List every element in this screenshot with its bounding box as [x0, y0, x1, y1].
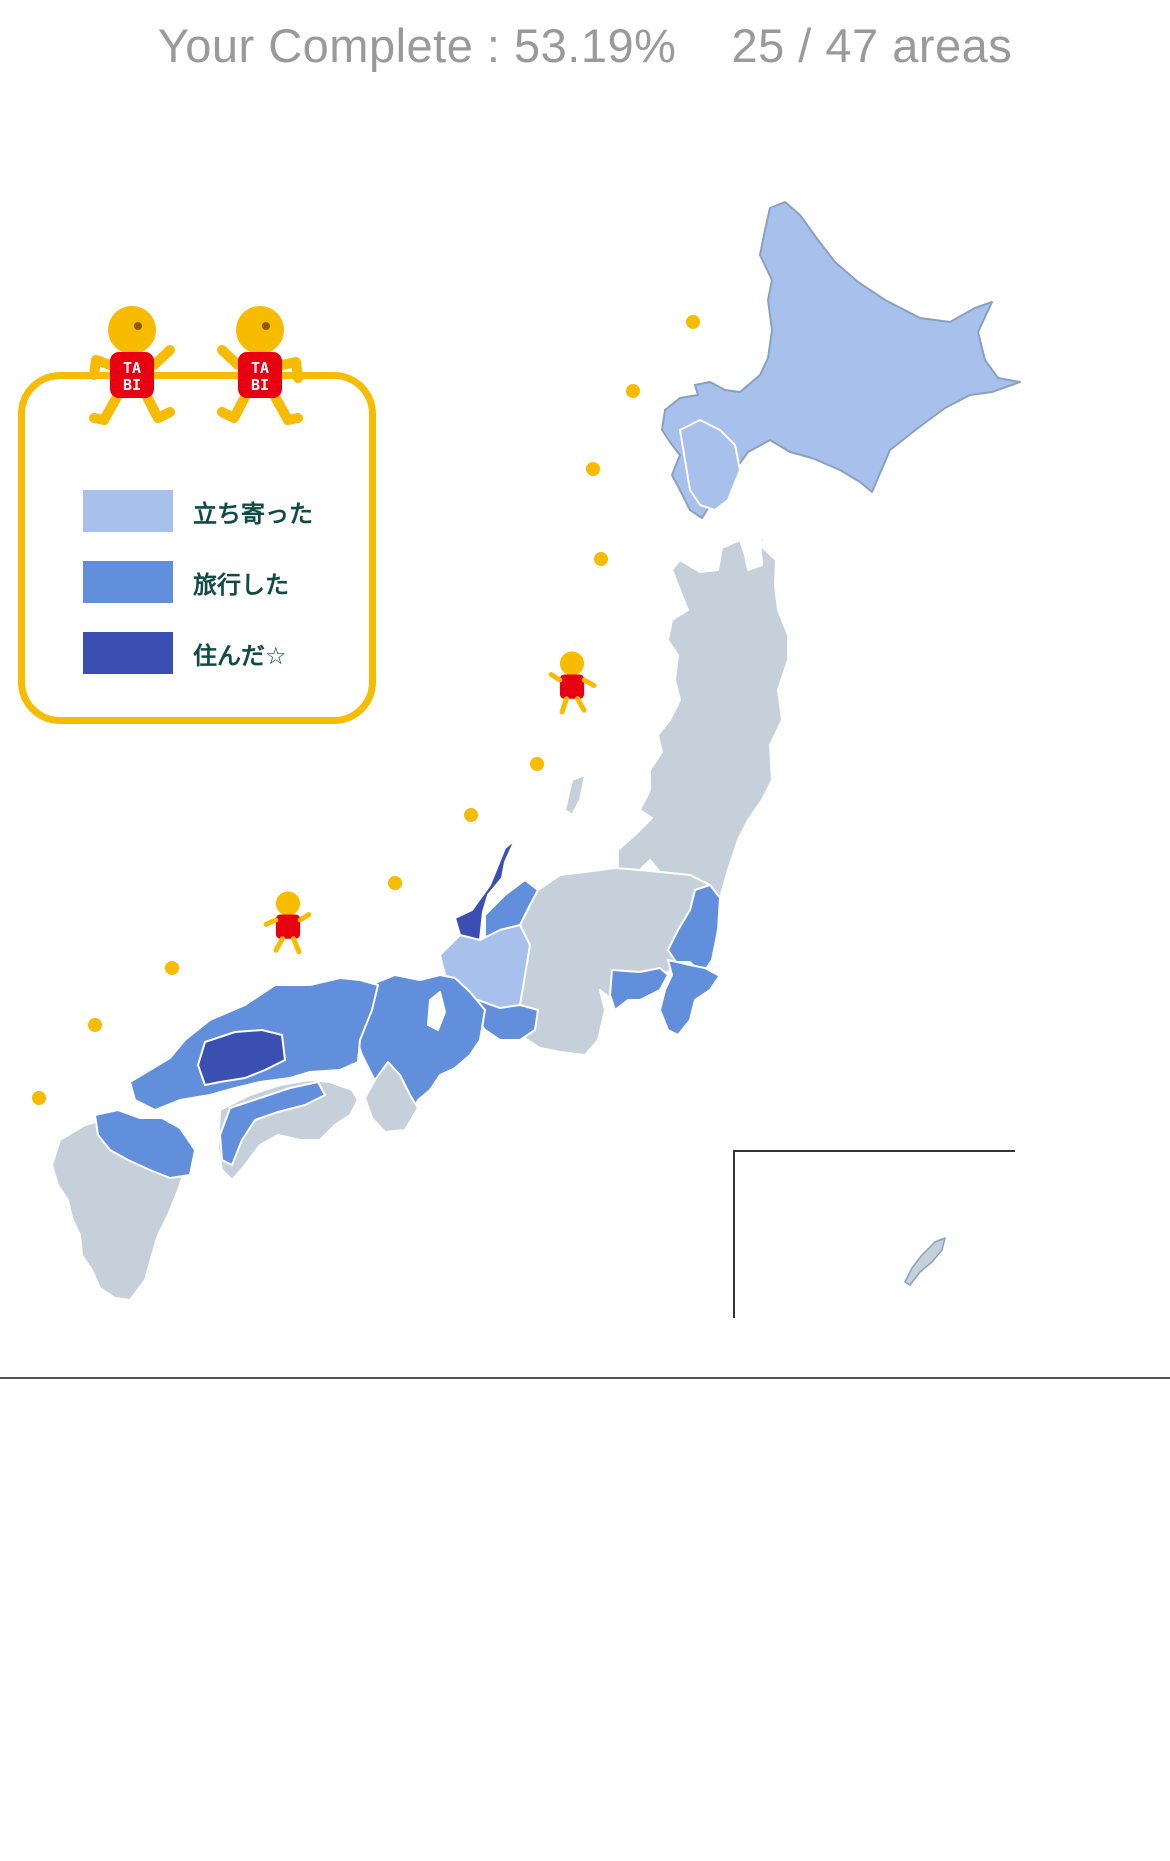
footprint-dot-icon — [388, 876, 402, 890]
tabi-mascot-icon: TA BI — [217, 306, 303, 425]
tabi-mascot-icon: TA BI — [89, 306, 175, 425]
region-ehime-kagawa[interactable] — [219, 1081, 326, 1166]
footprint-dot-icon — [686, 315, 700, 329]
footprint-dot-icon — [626, 384, 640, 398]
footprint-dot-icon — [586, 462, 600, 476]
region-okinawa[interactable] — [904, 1237, 946, 1286]
areas-count-label: 25 / 47 areas — [731, 18, 1013, 72]
footprint-dot-icon — [464, 808, 478, 822]
okinawa-inset-frame — [733, 1150, 1015, 1318]
legend-swatch — [83, 561, 173, 603]
mascot-shirt-text: BI — [251, 376, 269, 394]
bottom-divider — [0, 1377, 1170, 1379]
footprint-dot-icon — [88, 1018, 102, 1032]
region-hokkaido[interactable] — [661, 201, 1021, 519]
legend-swatch — [83, 490, 173, 532]
region-hiroshima[interactable] — [197, 1029, 286, 1086]
region-tohoku[interactable] — [617, 529, 789, 899]
footprint-dots — [32, 315, 700, 1105]
region-tokyo-kanagawa[interactable] — [609, 967, 669, 1011]
tabi-mascot-icon — [263, 891, 312, 955]
footprint-dot-icon — [32, 1091, 46, 1105]
lake-biwa — [427, 991, 446, 1031]
legend-item-stopped: 立ち寄った — [83, 490, 313, 532]
legend-mascots: TA BI TA BI — [89, 306, 303, 425]
completion-label: Your Complete : 53.19% — [157, 18, 677, 72]
mascot-shirt-text: TA — [123, 359, 141, 377]
legend-label: 旅行した — [193, 570, 289, 599]
legend-label: 立ち寄った — [193, 499, 313, 528]
tabi-mascot-icon — [548, 651, 597, 715]
legend-panel: 立ち寄った 旅行した 住んだ☆ — [18, 372, 376, 724]
region-chiba[interactable] — [659, 959, 723, 1036]
footprint-dot-icon — [165, 961, 179, 975]
legend-item-lived: 住んだ☆ — [83, 632, 287, 674]
legend-swatch — [83, 632, 173, 674]
mascot-shirt-text: TA — [251, 359, 269, 377]
region-fukuoka-oita[interactable] — [94, 1109, 196, 1179]
progress-header: Your Complete : 53.19% 25 / 47 areas — [0, 0, 1170, 90]
mascot-shirt-text: BI — [123, 376, 141, 394]
footprint-dot-icon — [530, 757, 544, 771]
footprint-dot-icon — [594, 552, 608, 566]
legend-item-traveled: 旅行した — [83, 561, 289, 603]
legend-label: 住んだ☆ — [193, 641, 287, 670]
